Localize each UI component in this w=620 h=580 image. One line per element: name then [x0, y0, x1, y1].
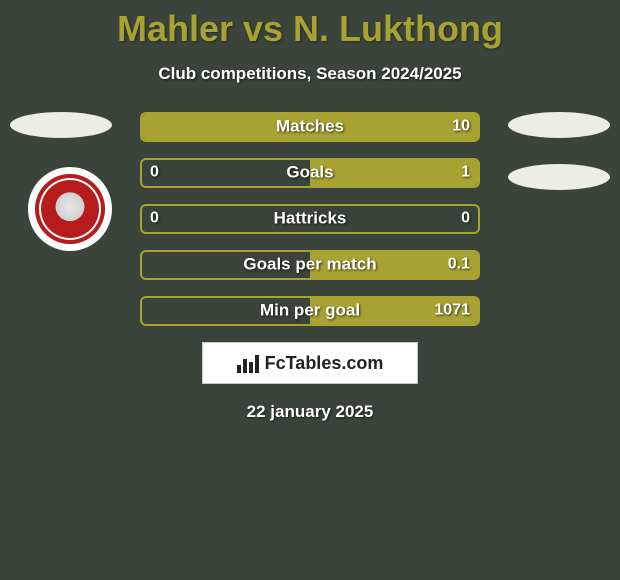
stat-gap [142, 206, 478, 232]
brand-attribution: FcTables.com [202, 342, 418, 384]
stat-bar: Min per goal1071 [140, 296, 480, 326]
club-crest-icon [35, 174, 105, 244]
stat-bar: Goals per match0.1 [140, 250, 480, 280]
player-right-placeholder-2 [508, 164, 610, 190]
player-left-placeholder [10, 112, 112, 138]
brand-text: FcTables.com [265, 353, 384, 374]
stat-fill-right [310, 298, 478, 324]
bars-logo-icon [237, 353, 259, 373]
stat-bars: Matches10 Goals01 Hattricks00 Goals per mat… [140, 112, 480, 326]
stat-bar: Matches10 [140, 112, 480, 142]
page-title: Mahler vs N. Lukthong [0, 0, 620, 50]
comparison-panel: Matches10 Goals01 Hattricks00 Goals per mat… [0, 112, 620, 422]
stat-fill-right [310, 160, 478, 186]
snapshot-date: 22 january 2025 [0, 402, 620, 422]
stat-bar: Hattricks00 [140, 204, 480, 234]
stat-gap [142, 298, 310, 324]
stat-gap [142, 160, 310, 186]
stat-gap [142, 252, 310, 278]
stat-fill-right [142, 114, 478, 140]
stat-bar: Goals01 [140, 158, 480, 188]
player-right-placeholder [508, 112, 610, 138]
season-subtitle: Club competitions, Season 2024/2025 [0, 64, 620, 84]
club-badge-left [28, 167, 112, 251]
stat-fill-right [310, 252, 478, 278]
